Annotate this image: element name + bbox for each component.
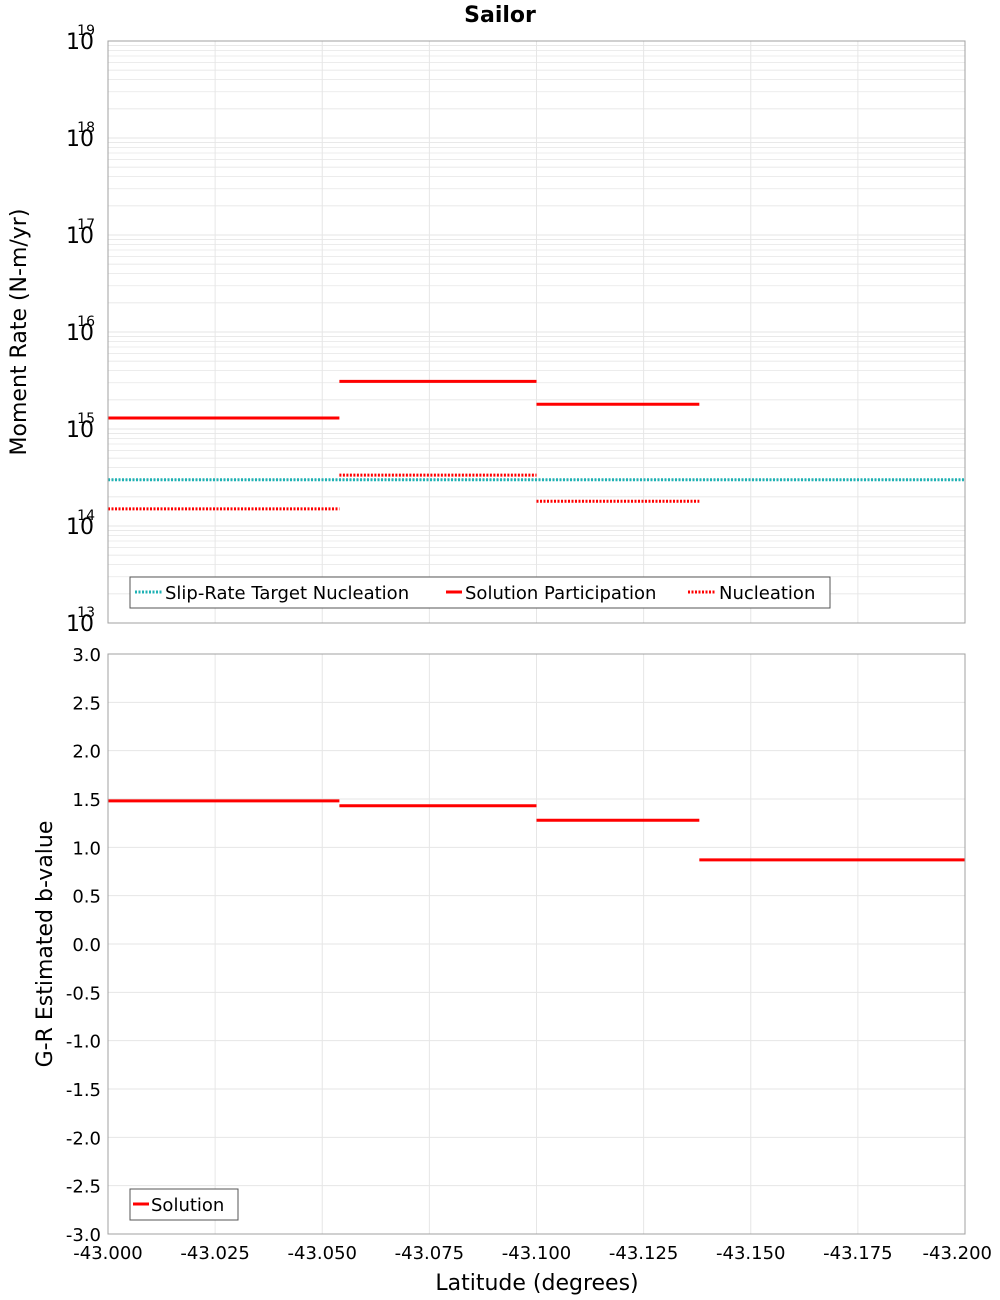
y-tick-base: 10	[66, 30, 94, 55]
y-tick-base: 10	[66, 127, 94, 152]
latitude-x-axis-label: Latitude (degrees)	[435, 1271, 638, 1296]
b-value-y-tick-label: -0.5	[66, 983, 101, 1004]
y-tick-exponent: 16	[77, 314, 95, 330]
y-tick-base: 10	[66, 418, 94, 443]
legend-item-nucleation: Nucleation	[688, 583, 815, 604]
y-tick-base: 10	[66, 515, 94, 540]
latitude-x-tick-label: -43.100	[502, 1243, 571, 1264]
y-tick-base: 10	[66, 224, 94, 249]
b-value-y-tick-label: 1.0	[72, 838, 101, 859]
b-value-y-tick-label: 2.0	[72, 742, 101, 763]
y-tick-base: 10	[66, 321, 94, 346]
series-solution-participation	[108, 379, 700, 420]
b-value-y-axis-label: G-R Estimated b-value	[33, 821, 58, 1068]
legend-label: Nucleation	[719, 583, 815, 604]
latitude-x-tick-label: -43.025	[180, 1243, 249, 1264]
y-tick-exponent: 17	[77, 217, 95, 233]
legend-label: Solution	[151, 1195, 224, 1216]
b-value-y-tick-label: 2.5	[72, 693, 101, 714]
latitude-x-tick-label: -43.200	[923, 1243, 992, 1264]
b-value-y-tick-label: 1.5	[72, 790, 101, 811]
series-solution	[108, 799, 965, 862]
b-value-frame	[107, 653, 966, 1235]
legend-item-solution-participation: Solution Participation	[446, 583, 656, 604]
latitude-x-tick-label: -43.150	[716, 1243, 785, 1264]
legend-item-slip-rate-target-nucleation: Slip-Rate Target Nucleation	[135, 583, 409, 604]
legend-box	[129, 1188, 239, 1221]
b-value-series	[108, 799, 965, 862]
y-tick-exponent: 15	[77, 411, 95, 427]
b-value-legend: Solution	[129, 1188, 239, 1221]
moment-rate-y-axis-label: Moment Rate (N-m/yr)	[7, 209, 32, 456]
b-value-y-tick-label: -3.0	[66, 1225, 101, 1246]
b-value-y-tick-label: -2.0	[66, 1128, 101, 1149]
b-value-panel: 3.0 2.5 2.0 1.5 1.0 0.5 0.0 -0.5 -1.0 -1.5 -2.0 -2.…	[33, 645, 992, 1296]
y-tick-base: 10	[66, 612, 94, 637]
b-value-y-tick-label: -2.5	[66, 1177, 101, 1198]
b-value-y-tick-label: -1.5	[66, 1080, 101, 1101]
b-value-y-tick-label: -1.0	[66, 1032, 101, 1053]
y-tick-exponent: 14	[77, 508, 95, 524]
moment-rate-frame	[107, 40, 966, 624]
y-tick-exponent: 13	[77, 605, 95, 621]
legend-label: Solution Participation	[465, 583, 656, 604]
latitude-x-tick-label: -43.050	[288, 1243, 357, 1264]
chart-title: Sailor	[464, 3, 536, 28]
y-tick-exponent: 18	[77, 120, 95, 136]
moment-rate-series	[108, 379, 965, 511]
moment-rate-legend: Slip-Rate Target Nucleation Solution Part…	[129, 576, 831, 609]
series-nucleation	[108, 473, 700, 511]
latitude-x-tick-label: -43.175	[823, 1243, 892, 1264]
legend-label: Slip-Rate Target Nucleation	[165, 583, 409, 604]
y-tick-exponent: 19	[77, 23, 95, 39]
b-value-y-ticks: 3.0 2.5 2.0 1.5 1.0 0.5 0.0 -0.5 -1.0 -1.5 -2.0 -2.…	[66, 645, 101, 1246]
legend-item-solution: Solution	[133, 1195, 224, 1216]
latitude-x-tick-label: -43.075	[395, 1243, 464, 1264]
b-value-y-tick-label: 3.0	[72, 645, 101, 666]
b-value-y-tick-label: 0.0	[72, 935, 101, 956]
b-value-y-tick-label: 0.5	[72, 887, 101, 908]
latitude-x-tick-label: -43.000	[73, 1243, 142, 1264]
latitude-x-ticks: -43.000 -43.025 -43.050 -43.075 -43.100 -43.1…	[73, 1243, 992, 1264]
latitude-x-tick-label: -43.125	[609, 1243, 678, 1264]
